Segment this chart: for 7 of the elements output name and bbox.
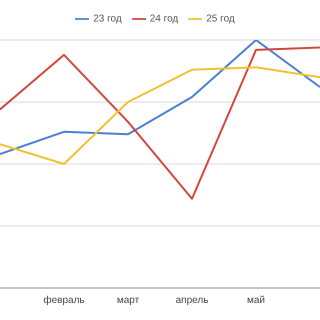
legend-label: 25 год [206, 14, 235, 25]
x-tick-label: март [116, 295, 140, 306]
x-tick-label: май [246, 295, 266, 306]
x-tick-label: февраль [43, 295, 85, 306]
legend-label: 24 год [150, 14, 178, 25]
legend-label: 23 год [93, 14, 122, 25]
x-tick-label: апрель [176, 295, 208, 306]
